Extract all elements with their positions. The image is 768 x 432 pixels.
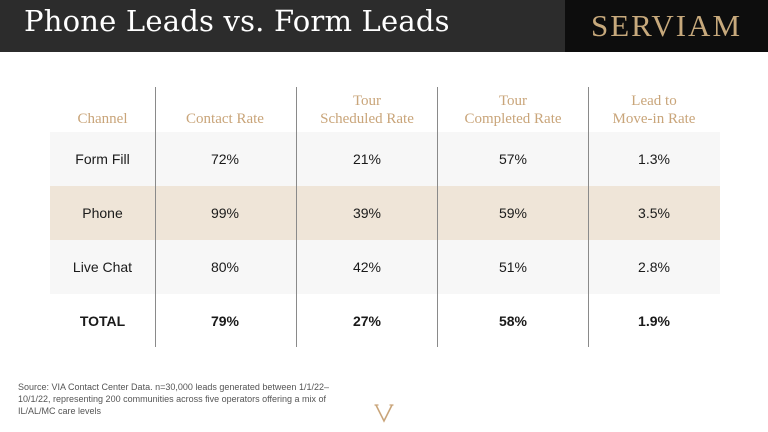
tour-scheduled-rate-cell: 27% — [352, 313, 382, 329]
table-header-row: Channel Contact Rate Tour Scheduled Rate… — [50, 82, 720, 128]
contact-rate-cell: 72% — [210, 151, 240, 167]
column-header-tour-completed-rate: Tour Completed Rate — [464, 93, 562, 127]
column-divider — [296, 87, 297, 347]
channel-cell: Live Chat — [72, 259, 133, 275]
column-header-channel: Channel — [77, 111, 128, 127]
header-bar: Phone Leads vs. Form Leads SERVIAM — [0, 0, 768, 52]
v-monogram-icon — [374, 404, 394, 423]
move-in-rate-cell: 2.8% — [638, 259, 670, 275]
contact-rate-cell: 80% — [210, 259, 240, 275]
column-divider — [588, 87, 589, 347]
channel-cell: TOTAL — [79, 313, 126, 329]
tour-completed-rate-cell: 51% — [498, 259, 528, 275]
tour-scheduled-rate-cell: 39% — [352, 205, 382, 221]
table-row: Live Chat 80% 42% 51% 2.8% — [50, 240, 720, 294]
brand-logo: SERVIAM — [590, 8, 743, 43]
contact-rate-cell: 99% — [210, 205, 240, 221]
page-title: Phone Leads vs. Form Leads — [24, 4, 450, 38]
column-header-lead-to-move-in-rate: Lead to Move-in Rate — [612, 93, 696, 127]
tour-scheduled-rate-cell: 21% — [352, 151, 382, 167]
channel-cell: Form Fill — [75, 151, 130, 167]
table-total-row: TOTAL 79% 27% 58% 1.9% — [50, 294, 720, 348]
tour-scheduled-rate-cell: 42% — [352, 259, 382, 275]
move-in-rate-cell: 3.5% — [638, 205, 670, 221]
column-header-contact-rate: Contact Rate — [186, 111, 264, 127]
tour-completed-rate-cell: 58% — [498, 313, 528, 329]
channel-cell: Phone — [82, 205, 123, 221]
tour-completed-rate-cell: 57% — [498, 151, 528, 167]
move-in-rate-cell: 1.9% — [638, 313, 670, 329]
tour-completed-rate-cell: 59% — [498, 205, 528, 221]
move-in-rate-cell: 1.3% — [638, 151, 670, 167]
source-footnote: Source: VIA Contact Center Data. n=30,00… — [18, 382, 329, 416]
contact-rate-cell: 79% — [210, 313, 240, 329]
column-divider — [155, 87, 156, 347]
column-header-tour-scheduled-rate: Tour Scheduled Rate — [320, 93, 414, 127]
brand-logo-box: SERVIAM — [565, 0, 768, 52]
table-row: Form Fill 72% 21% 57% 1.3% — [50, 132, 720, 186]
column-divider — [437, 87, 438, 347]
table-row: Phone 99% 39% 59% 3.5% — [50, 186, 720, 240]
